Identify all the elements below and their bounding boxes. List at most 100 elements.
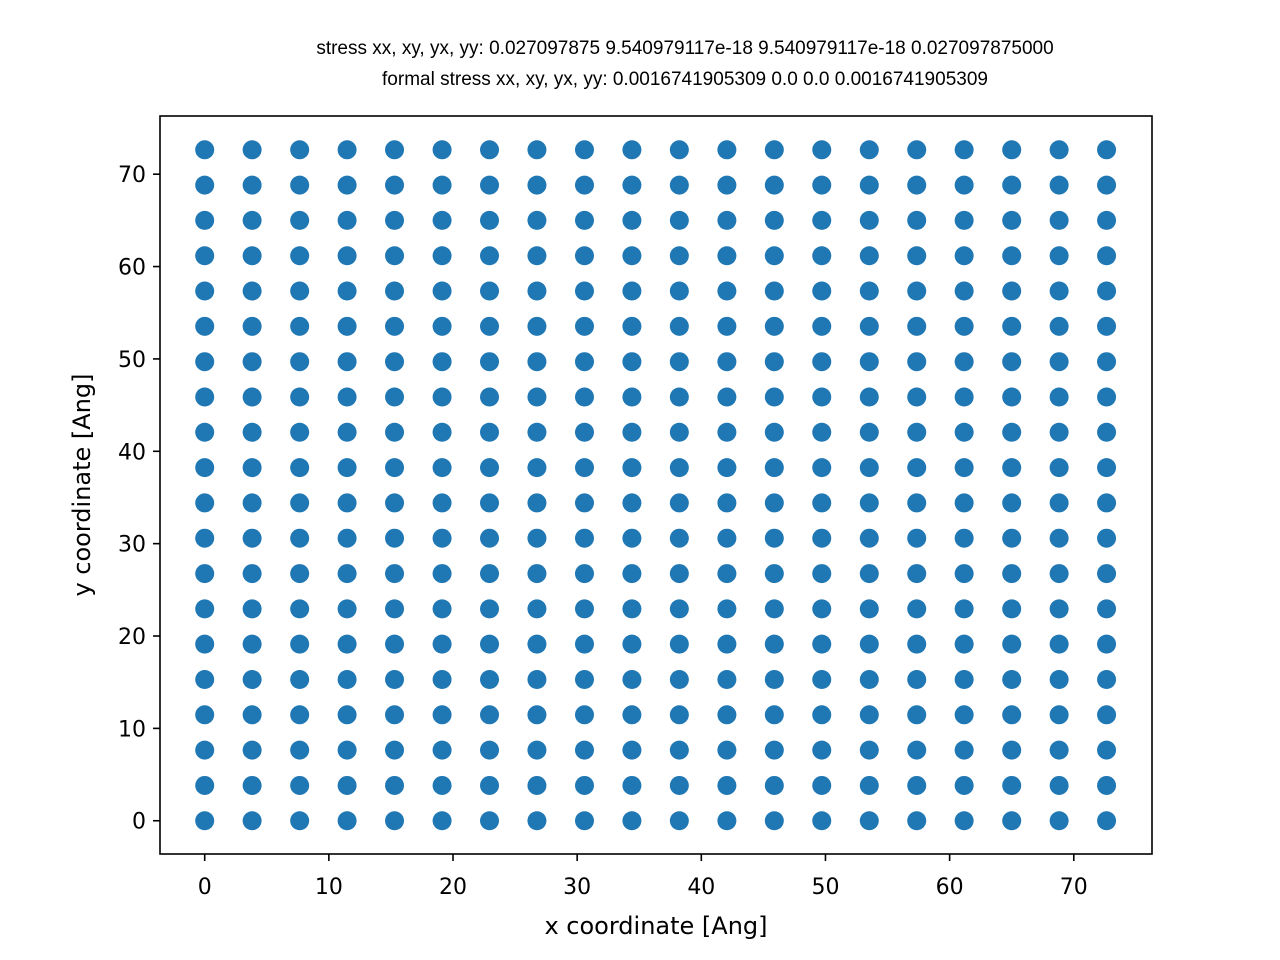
scatter-point xyxy=(812,740,832,760)
scatter-point xyxy=(717,316,737,336)
scatter-point xyxy=(954,175,974,195)
scatter-point xyxy=(859,811,879,831)
scatter-point xyxy=(669,811,689,831)
scatter-point xyxy=(337,740,357,760)
scatter-point xyxy=(907,670,927,690)
scatter-point xyxy=(812,670,832,690)
scatter-point xyxy=(622,316,642,336)
scatter-point xyxy=(622,599,642,619)
scatter-point xyxy=(337,316,357,336)
scatter-point xyxy=(290,281,310,301)
scatter-point xyxy=(290,528,310,548)
scatter-point xyxy=(1002,210,1022,230)
scatter-point xyxy=(1002,140,1022,160)
scatter-point xyxy=(1049,705,1069,725)
scatter-point xyxy=(717,811,737,831)
scatter-point xyxy=(1049,670,1069,690)
scatter-point xyxy=(669,634,689,654)
scatter-point xyxy=(859,422,879,442)
scatter-point xyxy=(195,634,215,654)
scatter-point xyxy=(574,422,594,442)
scatter-point xyxy=(1049,740,1069,760)
scatter-point xyxy=(1049,140,1069,160)
scatter-point xyxy=(242,422,262,442)
scatter-point xyxy=(527,281,547,301)
scatter-point xyxy=(574,458,594,478)
scatter-point xyxy=(574,493,594,513)
scatter-point xyxy=(907,493,927,513)
scatter-point xyxy=(622,352,642,372)
scatter-point xyxy=(812,564,832,584)
scatter-point xyxy=(669,140,689,160)
scatter-point xyxy=(337,281,357,301)
scatter-point xyxy=(242,210,262,230)
scatter-point xyxy=(527,422,547,442)
scatter-point xyxy=(290,599,310,619)
scatter-point xyxy=(527,175,547,195)
scatter-point xyxy=(1097,564,1117,584)
scatter-point xyxy=(907,175,927,195)
scatter-point xyxy=(907,705,927,725)
scatter-point xyxy=(717,458,737,478)
scatter-point xyxy=(1097,246,1117,266)
scatter-point xyxy=(432,210,452,230)
scatter-point xyxy=(385,175,405,195)
scatter-point xyxy=(432,387,452,407)
scatter-point xyxy=(859,705,879,725)
scatter-point xyxy=(717,599,737,619)
scatter-point xyxy=(669,210,689,230)
scatter-point xyxy=(622,246,642,266)
scatter-point xyxy=(717,210,737,230)
scatter-point xyxy=(480,458,500,478)
scatter-point xyxy=(812,352,832,372)
scatter-point xyxy=(907,387,927,407)
scatter-point xyxy=(1049,281,1069,301)
scatter-point xyxy=(717,140,737,160)
scatter-point xyxy=(480,210,500,230)
scatter-point xyxy=(954,458,974,478)
scatter-point xyxy=(764,634,784,654)
scatter-point xyxy=(480,140,500,160)
scatter-point xyxy=(527,528,547,548)
scatter-point xyxy=(859,175,879,195)
scatter-point xyxy=(907,564,927,584)
x-tick-label: 50 xyxy=(811,875,839,900)
scatter-point xyxy=(1049,493,1069,513)
scatter-point xyxy=(907,316,927,336)
scatter-point xyxy=(907,281,927,301)
scatter-point xyxy=(1049,316,1069,336)
scatter-point xyxy=(669,175,689,195)
scatter-point xyxy=(954,564,974,584)
scatter-point xyxy=(242,564,262,584)
scatter-point xyxy=(290,352,310,372)
scatter-point xyxy=(290,634,310,654)
scatter-point xyxy=(195,670,215,690)
scatter-point xyxy=(1097,458,1117,478)
scatter-point xyxy=(1049,634,1069,654)
scatter-point xyxy=(1002,387,1022,407)
scatter-point xyxy=(480,775,500,795)
scatter-point xyxy=(1097,281,1117,301)
scatter-point xyxy=(954,705,974,725)
scatter-point xyxy=(812,775,832,795)
scatter-point xyxy=(527,316,547,336)
scatter-point xyxy=(242,528,262,548)
scatter-point xyxy=(480,175,500,195)
scatter-point xyxy=(385,775,405,795)
scatter-point xyxy=(622,281,642,301)
scatter-point xyxy=(385,352,405,372)
scatter-point xyxy=(1002,281,1022,301)
scatter-point xyxy=(622,634,642,654)
scatter-point xyxy=(242,387,262,407)
scatter-point xyxy=(669,387,689,407)
scatter-point xyxy=(717,493,737,513)
scatter-point xyxy=(954,740,974,760)
scatter-point xyxy=(622,564,642,584)
scatter-point xyxy=(432,422,452,442)
scatter-point xyxy=(812,705,832,725)
scatter-point xyxy=(242,458,262,478)
scatter-point xyxy=(954,634,974,654)
scatter-point xyxy=(1002,175,1022,195)
scatter-point xyxy=(669,493,689,513)
scatter-point xyxy=(432,740,452,760)
